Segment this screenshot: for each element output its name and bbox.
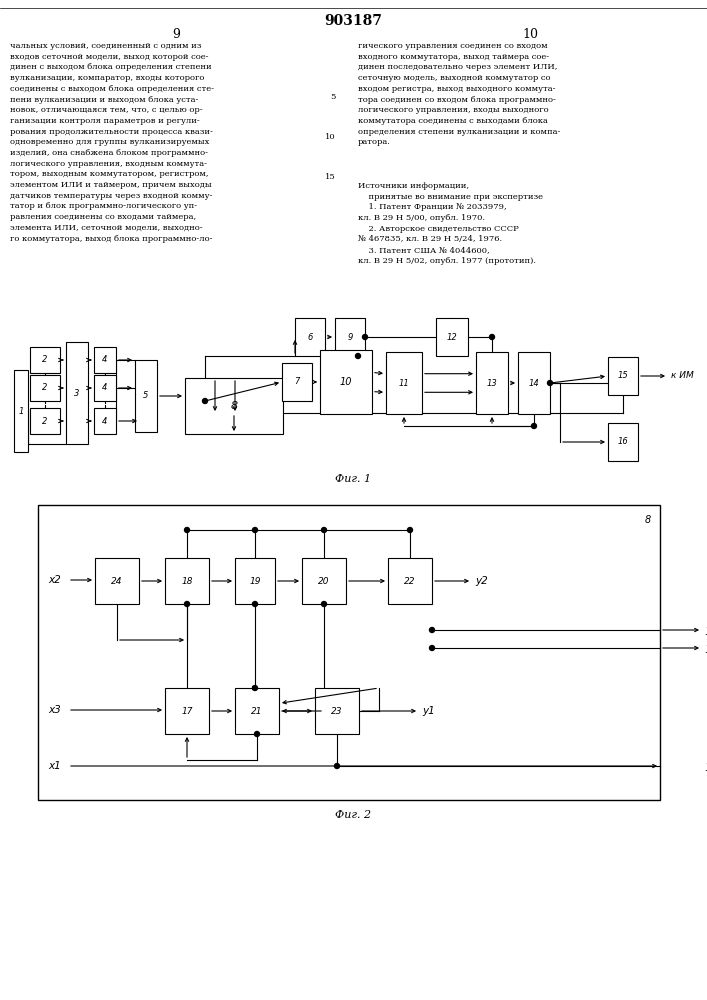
Text: 22: 22 — [404, 576, 416, 585]
Bar — [94, 375, 116, 401]
Circle shape — [334, 764, 339, 768]
Bar — [386, 352, 422, 414]
Bar — [335, 318, 365, 356]
Circle shape — [252, 528, 257, 532]
Bar — [302, 558, 346, 604]
Bar — [388, 558, 432, 604]
Text: x3: x3 — [48, 705, 61, 715]
Circle shape — [363, 334, 368, 340]
Circle shape — [185, 528, 189, 532]
Bar — [38, 505, 660, 800]
Text: 4: 4 — [103, 416, 107, 426]
Bar — [608, 357, 638, 395]
Text: y3: y3 — [705, 643, 707, 653]
Text: гического управления соединен со входом
входного коммутатора, выход таймера сое-: гического управления соединен со входом … — [358, 42, 561, 146]
Text: y4: y4 — [705, 625, 707, 635]
Bar — [94, 408, 116, 434]
Text: 23: 23 — [332, 706, 343, 716]
Text: 2: 2 — [42, 416, 47, 426]
Bar — [30, 408, 60, 434]
Bar — [14, 370, 28, 452]
Text: 14: 14 — [529, 378, 539, 387]
Text: 9: 9 — [347, 332, 353, 342]
Bar — [165, 688, 209, 734]
Circle shape — [185, 601, 189, 606]
Text: 12: 12 — [447, 332, 457, 342]
Text: 18: 18 — [181, 576, 193, 585]
Bar — [518, 352, 550, 414]
Text: 21: 21 — [251, 706, 263, 716]
Circle shape — [429, 646, 435, 650]
Circle shape — [489, 334, 494, 340]
Bar — [94, 347, 116, 373]
Text: 10: 10 — [522, 28, 538, 41]
Text: y1: y1 — [422, 706, 435, 716]
Bar — [315, 688, 359, 734]
Text: 16: 16 — [618, 438, 629, 446]
Text: 5: 5 — [331, 93, 336, 101]
Text: 11: 11 — [399, 378, 409, 387]
Bar — [165, 558, 209, 604]
Circle shape — [202, 398, 207, 403]
Text: чальных условий, соединенный с одним из
входов сеточной модели, выход которой со: чальных условий, соединенный с одним из … — [10, 42, 214, 243]
Circle shape — [322, 601, 327, 606]
Bar — [295, 318, 325, 356]
Text: 3: 3 — [74, 388, 80, 397]
Bar — [235, 688, 279, 734]
Bar — [66, 342, 88, 444]
Text: 10: 10 — [340, 377, 352, 387]
Circle shape — [252, 601, 257, 606]
Text: 2: 2 — [42, 356, 47, 364]
Circle shape — [547, 380, 552, 385]
Text: 8: 8 — [645, 515, 651, 525]
Text: 4: 4 — [103, 356, 107, 364]
Circle shape — [252, 686, 257, 690]
Text: 903187: 903187 — [324, 14, 382, 28]
Text: 13: 13 — [486, 378, 498, 387]
Text: к ИМ: к ИМ — [671, 371, 694, 380]
Bar — [608, 423, 638, 461]
Text: Фиг. 2: Фиг. 2 — [335, 810, 371, 820]
Text: 4: 4 — [103, 383, 107, 392]
Text: y2: y2 — [475, 576, 488, 586]
Text: y5: y5 — [705, 761, 707, 771]
Text: 17: 17 — [181, 706, 193, 716]
Text: Фиг. 1: Фиг. 1 — [335, 474, 371, 484]
Bar — [282, 363, 312, 401]
Text: 6: 6 — [308, 332, 312, 342]
Bar — [436, 318, 468, 356]
Text: 1: 1 — [18, 406, 24, 416]
Text: Источники информации,
    принятые во внимание при экспертизе
    1. Патент Фран: Источники информации, принятые во вниман… — [358, 182, 543, 265]
Text: x2: x2 — [48, 575, 61, 585]
Circle shape — [429, 628, 435, 633]
Bar — [235, 558, 275, 604]
Text: 20: 20 — [318, 576, 329, 585]
Circle shape — [532, 424, 537, 428]
Bar — [320, 350, 372, 414]
Bar — [135, 360, 157, 432]
Circle shape — [407, 528, 412, 532]
Bar — [476, 352, 508, 414]
Text: 7: 7 — [294, 377, 300, 386]
Text: x1: x1 — [48, 761, 61, 771]
Bar — [95, 558, 139, 604]
Bar — [30, 347, 60, 373]
Text: 9: 9 — [172, 28, 180, 41]
Text: 24: 24 — [111, 576, 123, 585]
Bar — [185, 378, 283, 434]
Text: 19: 19 — [250, 576, 261, 585]
Circle shape — [356, 354, 361, 359]
Text: 5: 5 — [144, 391, 148, 400]
Text: 2: 2 — [42, 383, 47, 392]
Text: 10: 10 — [325, 133, 336, 141]
Circle shape — [255, 732, 259, 736]
Circle shape — [322, 528, 327, 532]
Bar — [30, 375, 60, 401]
Text: 8: 8 — [230, 401, 238, 411]
Text: 15: 15 — [325, 173, 336, 181]
Text: 15: 15 — [618, 371, 629, 380]
